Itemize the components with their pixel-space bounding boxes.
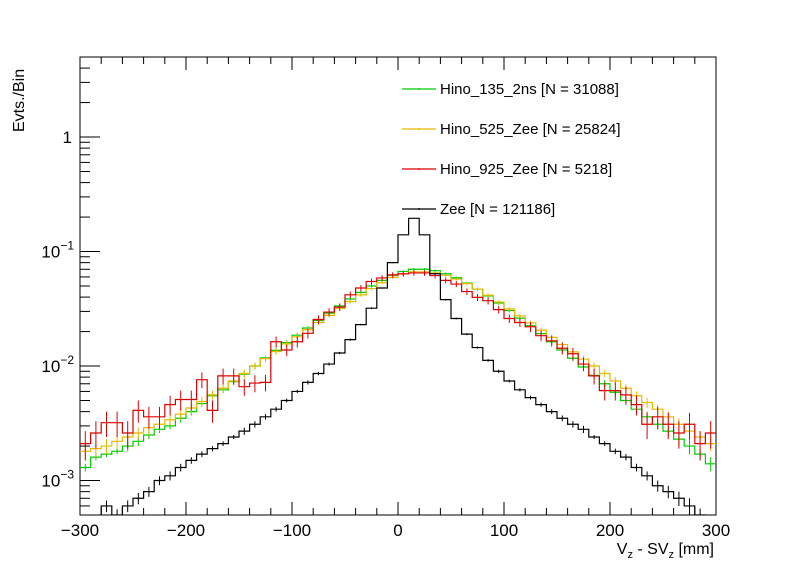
x-tick-label: −100 xyxy=(273,521,311,540)
x-tick-label: −300 xyxy=(61,521,99,540)
legend-item: Hino_525_Zee [N = 25824] xyxy=(402,121,621,138)
series-3 xyxy=(100,217,706,515)
x-axis-title-sub2: z xyxy=(669,549,675,561)
y-tick-label: 1 xyxy=(63,128,72,147)
legend: Hino_135_2ns [N = 31088] Hino_525_Zee [N … xyxy=(402,81,621,218)
x-tick-label: 200 xyxy=(596,521,624,540)
legend-label: Hino_525_Zee [N = 25824] xyxy=(440,121,621,138)
x-tick-label: −200 xyxy=(167,521,205,540)
y-tick-label: 10−1 xyxy=(41,239,74,262)
legend-label: Hino_135_2ns [N = 31088] xyxy=(440,81,619,98)
series-line xyxy=(100,217,706,515)
legend-item: Zee [N = 121186] xyxy=(402,201,555,218)
y-axis-title: Evts./Bin xyxy=(11,69,28,132)
x-tick-label: 0 xyxy=(393,521,402,540)
series-line xyxy=(80,271,716,452)
y-axis: 10−3 10−2 10−1 1 xyxy=(41,56,100,516)
x-axis-title-mid: - SV xyxy=(633,541,669,558)
x-axis-title-unit: [mm] xyxy=(674,541,714,558)
x-axis: −300 −200 −100 0 100 200 300 xyxy=(61,57,730,540)
x-axis-title-main: V xyxy=(617,541,628,558)
series-2 xyxy=(80,270,716,461)
y-tick-label: 10−2 xyxy=(41,353,74,376)
x-tick-label: 100 xyxy=(490,521,518,540)
x-tick-label: 300 xyxy=(702,521,730,540)
x-axis-title: Vz - SVz [mm] xyxy=(617,541,714,561)
plot-frame xyxy=(79,56,717,516)
legend-item: Hino_925_Zee [N = 5218] xyxy=(402,161,612,178)
legend-label: Hino_925_Zee [N = 5218] xyxy=(440,161,612,178)
legend-label: Zee [N = 121186] xyxy=(440,201,555,218)
y-tick-label: 10−3 xyxy=(41,468,74,491)
legend-item: Hino_135_2ns [N = 31088] xyxy=(402,81,619,98)
series-layer xyxy=(80,217,716,515)
x-axis-title-sub1: z xyxy=(627,549,633,561)
